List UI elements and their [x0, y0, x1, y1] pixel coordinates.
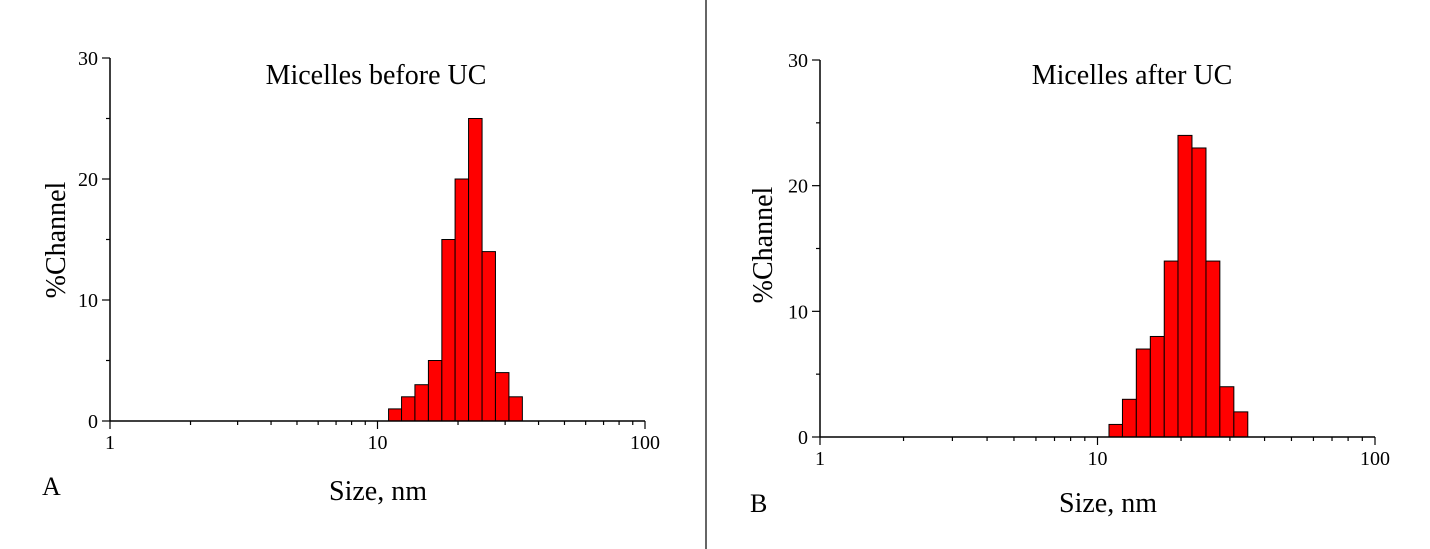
bar-group — [1108, 134, 1249, 438]
panel-label: A — [42, 472, 61, 501]
histogram-bar — [1177, 134, 1193, 438]
y-tick-label: 0 — [88, 411, 98, 433]
panel-label: B — [750, 489, 767, 518]
y-tick-label: 10 — [788, 301, 808, 323]
histogram-bar — [481, 251, 496, 422]
chart-title: Micelles before UC — [266, 60, 487, 91]
y-axis-title: %Channel — [748, 186, 779, 303]
tick-group: 1 10 100 0 10 20 30 — [78, 48, 660, 454]
y-tick-label: 30 — [78, 48, 98, 70]
y-tick-label: 10 — [78, 290, 98, 312]
histogram-bar — [1135, 348, 1151, 438]
histogram-bar — [1163, 260, 1179, 438]
axes — [819, 60, 1375, 438]
histogram-bar — [1149, 335, 1165, 438]
histogram-bar — [1121, 398, 1137, 438]
histogram-bar — [1205, 260, 1221, 438]
histogram-bar — [1191, 147, 1207, 438]
histogram-bar — [1108, 423, 1123, 438]
axes — [109, 58, 645, 422]
histogram-bar — [427, 360, 443, 422]
histogram-bar — [1219, 386, 1235, 438]
y-axis-title: %Channel — [41, 181, 72, 298]
x-axis-title: Size, nm — [1059, 488, 1157, 519]
chart-panel-a: Micelles before UC Size, nm %Channel A 1… — [41, 48, 660, 507]
histogram-bar — [508, 396, 523, 422]
histogram-bar — [494, 372, 510, 422]
tick-group: 1 10 100 0 10 20 30 — [788, 50, 1390, 470]
y-tick-label: 30 — [788, 50, 808, 72]
y-tick-label: 0 — [798, 427, 808, 449]
histogram-bar — [414, 384, 429, 422]
histogram-bar — [454, 178, 470, 422]
histogram-bar — [388, 408, 403, 422]
histogram-bar — [401, 396, 416, 422]
x-tick-label: 1 — [815, 448, 825, 470]
x-tick-label: 1 — [105, 432, 115, 454]
y-tick-label: 20 — [788, 176, 808, 198]
histogram-bar — [1233, 411, 1249, 438]
histogram-bar — [441, 239, 456, 422]
x-axis-title: Size, nm — [329, 476, 427, 507]
histogram-bar — [468, 118, 483, 422]
x-tick-label: 10 — [1088, 448, 1108, 470]
y-tick-label: 20 — [78, 169, 98, 191]
chart-title: Micelles after UC — [1032, 60, 1233, 91]
x-tick-label: 10 — [368, 432, 388, 454]
bar-group — [388, 118, 523, 422]
x-tick-label: 100 — [1360, 448, 1390, 470]
x-tick-label: 100 — [630, 432, 660, 454]
